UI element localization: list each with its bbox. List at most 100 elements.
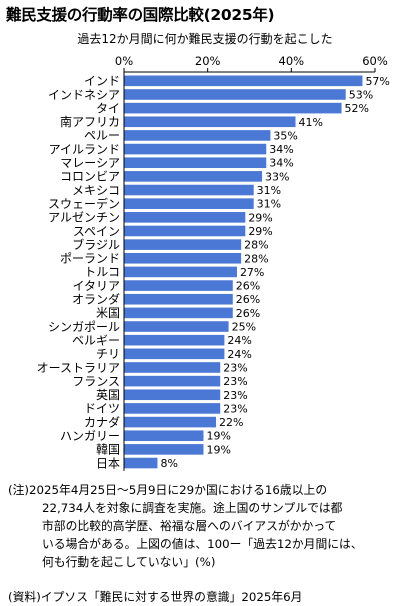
bar (124, 430, 204, 442)
category-label: マレーシア (60, 156, 120, 170)
note-line: (注)2025年4月25日～5月9日に29か国における16歳以上の (8, 483, 328, 497)
bar (124, 403, 221, 414)
category-label: 南アフリカ (60, 114, 120, 129)
bar (124, 116, 296, 128)
bar (124, 416, 217, 428)
category-label: タイ (96, 101, 120, 115)
bar (124, 457, 158, 469)
bar (124, 130, 271, 141)
value-label: 33% (265, 170, 289, 183)
bar (124, 266, 237, 278)
bar (124, 334, 225, 346)
bar-chart: 0% 20% 40% 60% インド 57% インドネシア 53% タイ 52% 南アフリカ 41% ペ… (37, 54, 390, 471)
value-label: 28% (244, 252, 268, 265)
category-label: イタリア (72, 279, 120, 293)
value-label: 8% (160, 457, 177, 470)
category-label: 日本 (96, 456, 120, 470)
value-label: 26% (236, 280, 260, 293)
value-label: 28% (244, 239, 268, 252)
bar (124, 375, 221, 387)
bar (124, 75, 363, 87)
bar (124, 184, 254, 196)
bar (124, 212, 246, 223)
value-label: 31% (257, 198, 281, 211)
value-label: 22% (219, 416, 243, 429)
chart-note: (注)2025年4月25日～5月9日に29か国における16歳以上の 22,734… (8, 481, 363, 571)
bar (124, 321, 229, 332)
category-label: トルコ (84, 265, 120, 279)
value-label: 23% (223, 361, 247, 374)
value-label: 34% (269, 157, 293, 170)
value-label: 25% (232, 321, 256, 334)
bar (124, 348, 225, 360)
bar (124, 252, 242, 264)
bar (124, 225, 246, 237)
value-label: 41% (299, 116, 323, 129)
value-label: 26% (236, 293, 260, 306)
value-label: 27% (240, 266, 264, 279)
category-label: インドネシア (48, 88, 120, 102)
source-note: (資料)イプソス「難民に対する世界の意識」2025年6月 (8, 590, 303, 604)
value-label: 23% (223, 402, 247, 415)
category-label: オランダ (72, 292, 120, 307)
category-label: 英国 (96, 388, 120, 402)
category-label: シンガポール (48, 320, 120, 334)
bar (124, 198, 254, 209)
value-label: 52% (345, 102, 369, 115)
value-label: 57% (365, 75, 389, 88)
category-label: 韓国 (96, 443, 120, 457)
bar (124, 157, 267, 169)
note-line: 何も行動を起こしていない」(%) (42, 555, 216, 569)
bar (124, 239, 242, 250)
category-label: ドイツ (84, 402, 120, 416)
bar (124, 389, 221, 401)
value-label: 24% (227, 348, 251, 361)
chart-title: 過去12か月間に何か難民支援の行動を起こした (77, 32, 333, 46)
bar (124, 89, 346, 100)
bar (124, 307, 233, 319)
value-label: 23% (223, 375, 247, 388)
x-tick-label: 20% (195, 54, 221, 68)
category-label: インド (84, 74, 120, 88)
category-label: ベルギー (72, 333, 120, 347)
category-label: チリ (96, 347, 120, 361)
value-label: 23% (223, 389, 247, 402)
value-label: 34% (269, 143, 293, 156)
category-label: コロンビア (60, 170, 120, 184)
category-label: ペルー (84, 129, 120, 143)
bar (124, 293, 233, 305)
bar (124, 171, 263, 182)
category-label: ハンガリー (60, 429, 120, 443)
x-tick-label: 40% (279, 54, 305, 68)
value-label: 19% (206, 430, 230, 443)
category-label: スペイン (73, 224, 120, 238)
category-label: メキシコ (72, 183, 120, 197)
bar (124, 280, 233, 291)
bar (124, 143, 267, 155)
category-label: スウェーデン (48, 196, 120, 211)
note-line: 22,734人を対象に調査を実施。途上国のサンプルでは都 (42, 501, 343, 515)
note-line: 市部の比較的高学歴、裕福な層へのバイアスがかかって (42, 519, 337, 533)
category-label: アルゼンチン (48, 211, 120, 225)
x-tick-label: 60% (362, 54, 388, 68)
value-label: 35% (273, 129, 297, 142)
bar (124, 102, 342, 114)
category-label: フランス (72, 374, 120, 388)
category-label: オーストラリア (37, 361, 120, 375)
category-label: 米国 (96, 306, 120, 320)
value-label: 53% (349, 88, 373, 101)
category-label: ブラジル (72, 237, 120, 252)
value-label: 29% (248, 211, 272, 224)
note-line: いる場合がある。上図の値は、100ー「過去12か月間には、 (42, 537, 363, 551)
x-tick-label: 0% (115, 54, 133, 68)
bar (124, 444, 204, 455)
category-label: アイルランド (49, 142, 120, 156)
value-label: 19% (206, 443, 230, 456)
value-label: 31% (257, 184, 281, 197)
value-label: 26% (236, 307, 260, 320)
category-label: カナダ (84, 414, 120, 429)
category-label: ポーランド (60, 252, 120, 266)
bar (124, 362, 221, 373)
value-label: 29% (248, 225, 272, 238)
value-label: 24% (227, 334, 251, 347)
